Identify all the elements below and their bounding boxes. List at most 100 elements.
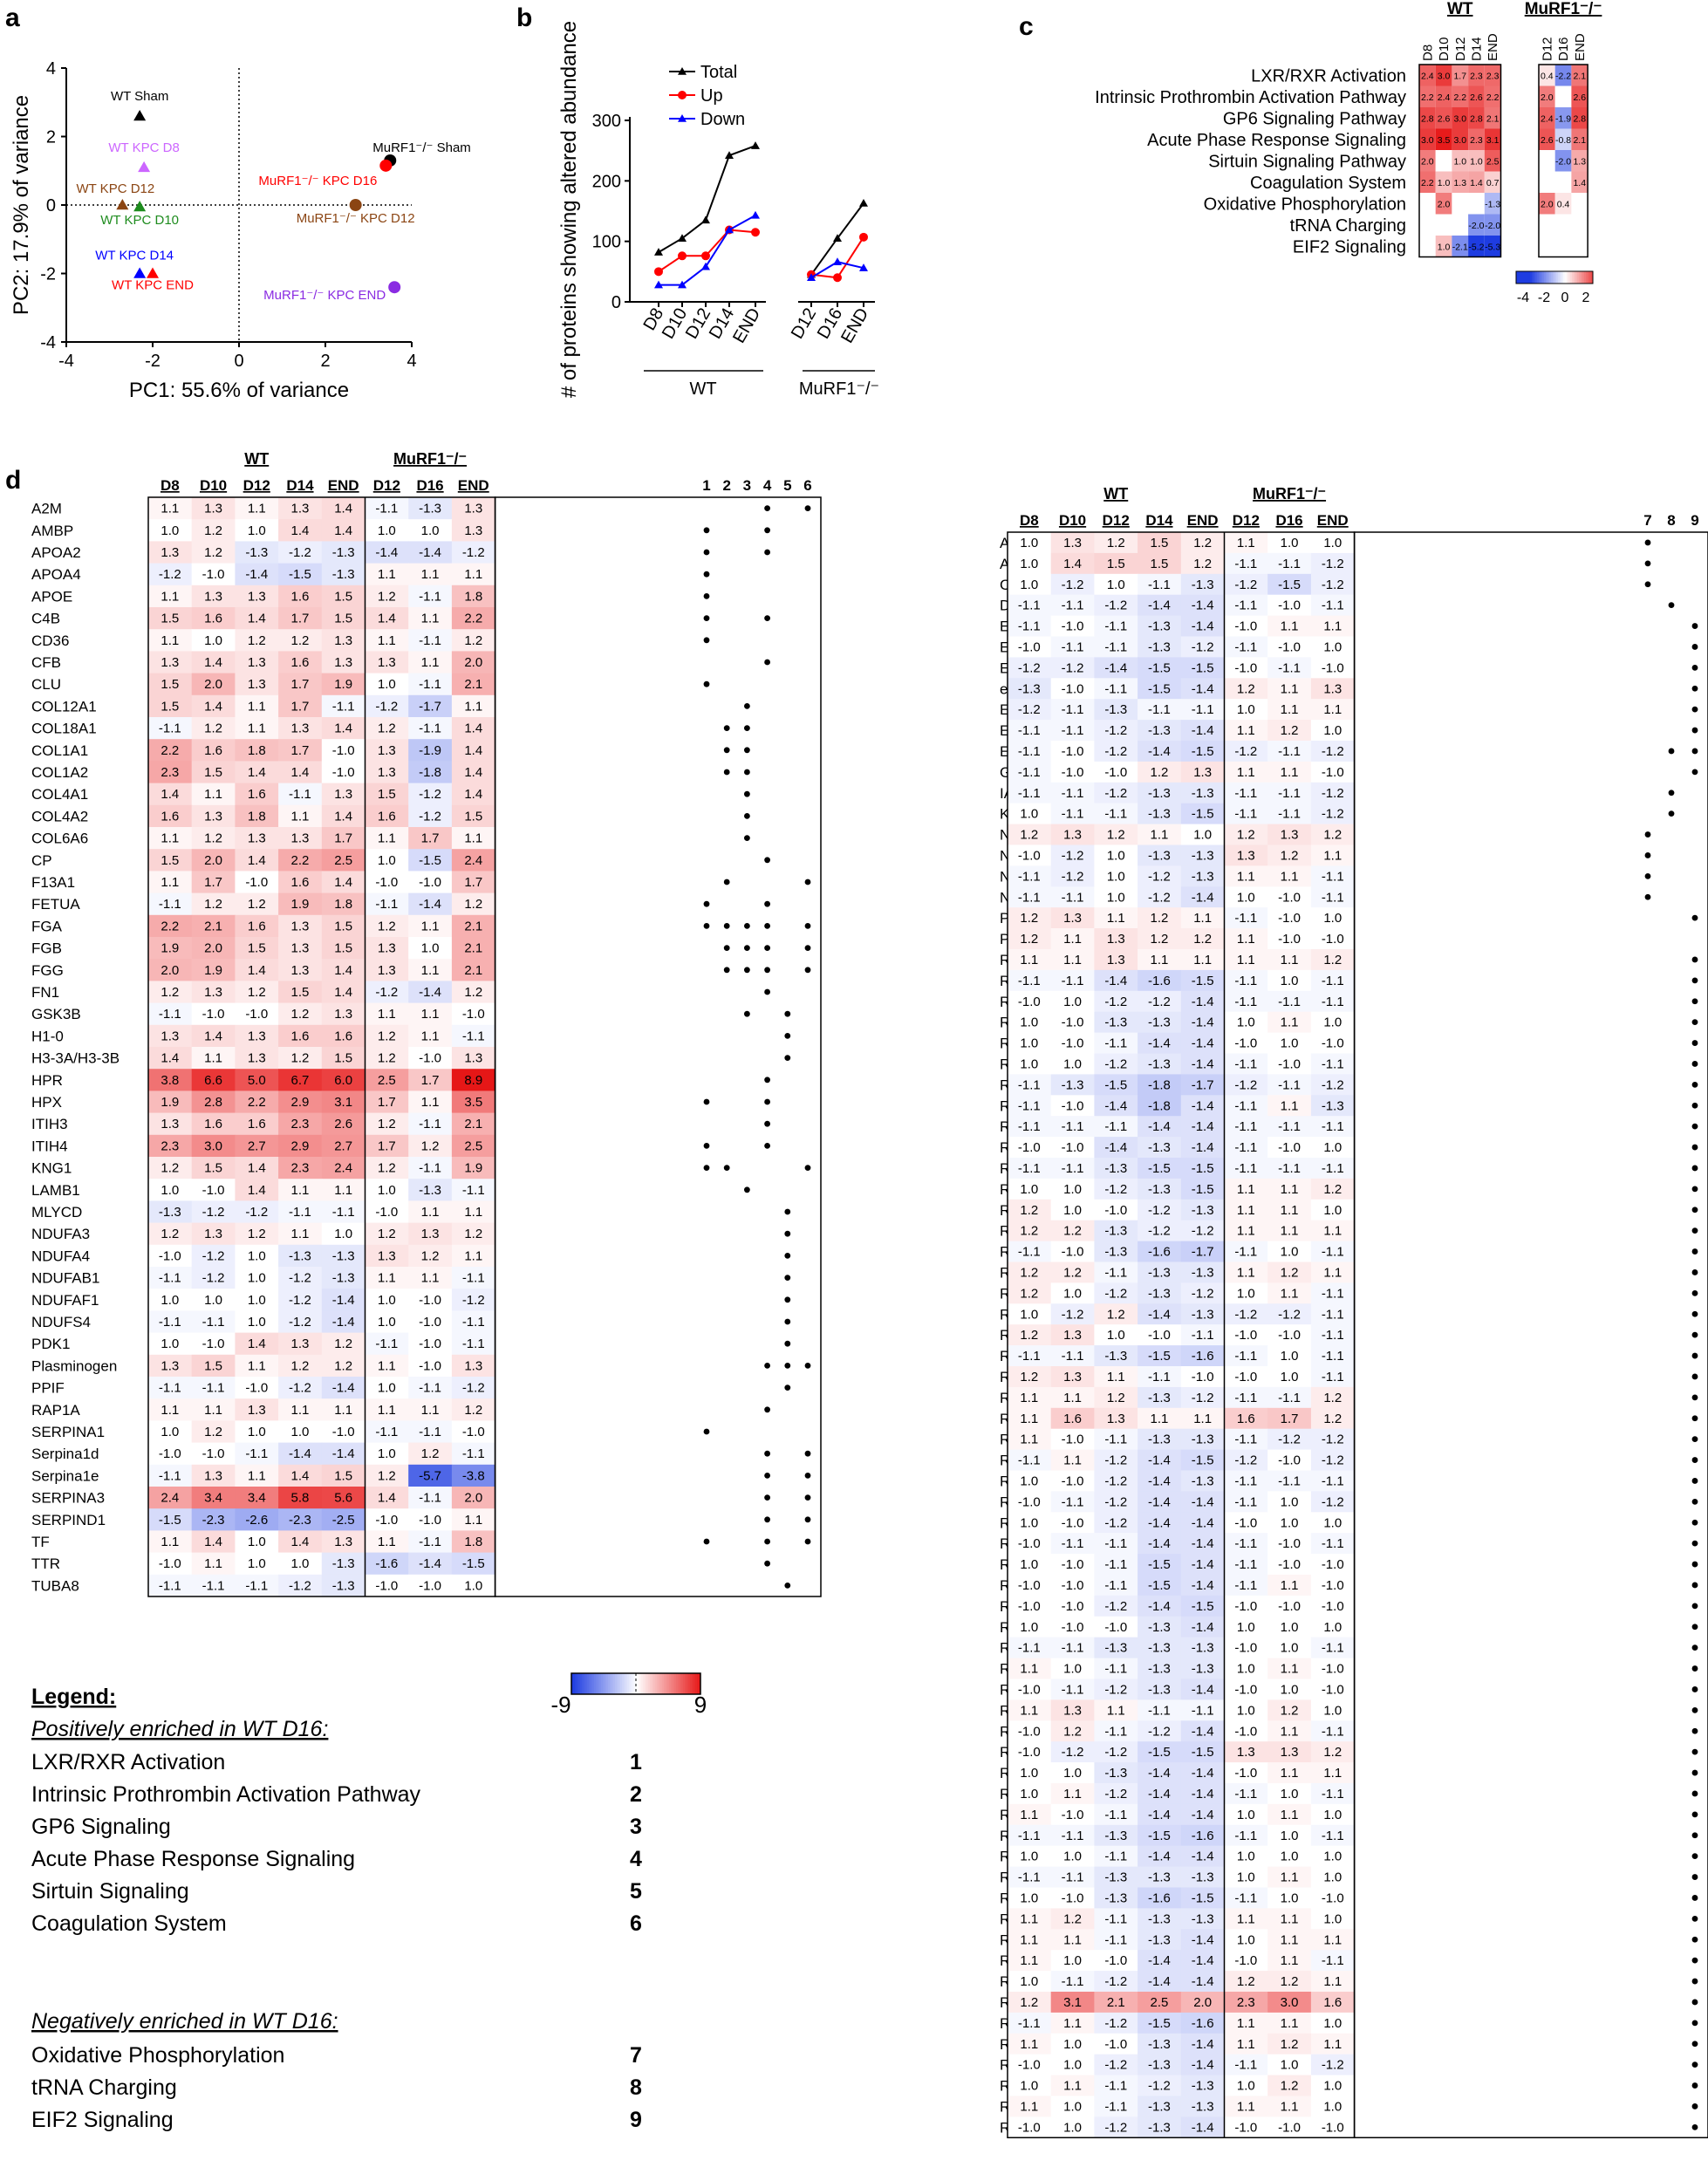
fold-change-value: 1.0 xyxy=(1281,1829,1299,1843)
fold-change-cell xyxy=(1050,2054,1095,2076)
fold-change-cell xyxy=(1310,1011,1356,1034)
fold-change-value: 1.2 xyxy=(1323,828,1342,843)
fold-change-value: -1.3 xyxy=(1148,1620,1171,1635)
fold-change-cell xyxy=(1094,1345,1138,1367)
fold-change-value: -1.2 xyxy=(1322,744,1344,759)
fold-change-value: 1.2 xyxy=(464,897,482,912)
series-point xyxy=(859,232,868,242)
fold-change-value: 1.1 xyxy=(1323,848,1342,863)
fold-change-value: 1.0 xyxy=(161,523,179,538)
fold-change-value: 1.3 xyxy=(161,1029,179,1043)
fold-change-value: -1.2 xyxy=(419,787,441,802)
fold-change-cell xyxy=(1008,1053,1052,1075)
fold-change-cell xyxy=(1094,1699,1138,1721)
protein-name: CFB xyxy=(31,654,61,671)
pathway-dot xyxy=(1691,1269,1698,1275)
fold-change-value: 2.5 xyxy=(378,1073,396,1088)
protein-name: GSK3B xyxy=(31,1006,81,1022)
fold-change-value: -1.3 xyxy=(1192,1265,1214,1280)
legend-pathway-number: 7 xyxy=(630,2043,642,2068)
fold-change-cell xyxy=(321,1222,366,1246)
pathway-dot xyxy=(1691,1248,1698,1255)
fold-change-value: -1.3 xyxy=(1104,702,1127,717)
fold-change-value: 1.8 xyxy=(464,589,482,604)
fold-change-cell xyxy=(408,717,453,740)
fold-change-cell xyxy=(278,563,323,586)
fold-change-cell xyxy=(1138,720,1182,742)
pathway-dot xyxy=(1668,602,1675,609)
fold-change-value: -1.2 xyxy=(1148,890,1171,905)
fold-change-value: -1.3 xyxy=(1104,1829,1127,1843)
heat-cell-value: 2.2 xyxy=(1421,178,1434,188)
scale-tick-label: 2 xyxy=(1582,291,1590,305)
fold-change-value: 1.0 xyxy=(1063,1182,1082,1197)
fold-change-cell xyxy=(1050,969,1095,992)
fold-change-value: 2.3 xyxy=(161,1138,179,1153)
fold-change-value: -1.1 xyxy=(1018,1245,1041,1260)
fold-change-value: -1.0 xyxy=(245,1381,268,1396)
fold-change-value: 6.7 xyxy=(291,1073,310,1088)
fold-change-value: -1.1 xyxy=(159,721,181,736)
fold-change-value: 1.1 xyxy=(1020,1703,1038,1718)
fold-change-cell xyxy=(1267,720,1312,742)
fold-change-value: 1.0 xyxy=(1020,1515,1038,1530)
fold-change-value: 1.1 xyxy=(161,1403,179,1418)
fold-change-cell xyxy=(148,1200,193,1224)
fold-change-cell xyxy=(1138,573,1182,596)
fold-change-cell xyxy=(1138,594,1182,617)
fold-change-value: -1.0 xyxy=(1322,1599,1344,1614)
fold-change-cell xyxy=(408,541,453,564)
fold-change-value: 1.5 xyxy=(204,1161,222,1176)
heat-cell-value: -2.0 xyxy=(1555,156,1571,167)
fold-change-value: -1.2 xyxy=(1104,1787,1127,1802)
scale-segment xyxy=(650,1673,652,1694)
y-tick-label: 300 xyxy=(592,112,621,131)
fold-change-cell xyxy=(191,739,236,762)
fold-change-cell xyxy=(1094,1470,1138,1492)
fold-change-cell xyxy=(1008,1678,1052,1700)
fold-change-value: 1.3 xyxy=(291,721,310,736)
fold-change-cell xyxy=(1008,1074,1052,1096)
fold-change-cell xyxy=(408,629,453,652)
fold-change-value: -1.1 xyxy=(1104,681,1127,696)
fold-change-cell xyxy=(1180,1282,1225,1304)
fold-change-cell xyxy=(1180,1303,1225,1325)
fold-change-value: 1.0 xyxy=(464,1578,482,1593)
fold-change-value: -1.0 xyxy=(1062,1620,1084,1635)
pathway-dot xyxy=(744,835,750,841)
fold-change-cell xyxy=(1094,1178,1138,1200)
legend-pathway-name: Oxidative Phosphorylation xyxy=(31,2043,284,2068)
fold-change-value: 2.1 xyxy=(204,919,222,933)
fold-change-cell xyxy=(235,937,279,960)
fold-change-cell xyxy=(321,541,366,564)
fold-change-value: 1.2 xyxy=(1020,1995,1038,2010)
fold-change-cell xyxy=(1094,886,1138,908)
fold-change-cell xyxy=(451,1200,496,1224)
heat-cell-value: 2.0 xyxy=(1421,156,1434,167)
fold-change-value: -1.0 xyxy=(1234,1599,1257,1614)
fold-change-cell xyxy=(1180,741,1225,762)
fold-change-value: -1.2 xyxy=(1322,1494,1344,1509)
fold-change-value: 1.1 xyxy=(378,1403,396,1418)
fold-change-value: 1.1 xyxy=(421,612,440,626)
fold-change-cell xyxy=(1180,1824,1225,1847)
pathway-dot xyxy=(764,945,770,951)
fold-change-value: 1.0 xyxy=(1063,1286,1082,1301)
fold-change-value: -1.1 xyxy=(1322,1245,1344,1260)
fold-change-cell xyxy=(1310,1783,1356,1805)
y-tick-label: 200 xyxy=(592,172,621,191)
heat-cell xyxy=(1554,171,1572,193)
fold-change-value: -1.3 xyxy=(332,1248,355,1263)
fold-change-cell xyxy=(1267,2116,1312,2138)
fold-change-cell xyxy=(191,1530,236,1554)
pathway-dot xyxy=(744,747,750,754)
protein-name: APOA4 xyxy=(31,566,81,583)
series-point xyxy=(833,273,842,283)
protein-name: F13A1 xyxy=(31,874,75,891)
fold-change-value: 1.2 xyxy=(1281,2079,1299,2094)
protein-name: A2M xyxy=(31,501,62,517)
fold-change-value: 1.2 xyxy=(378,919,396,933)
column-header: D8 xyxy=(161,477,180,494)
fold-change-cell xyxy=(1224,1470,1268,1492)
fold-change-cell xyxy=(1267,1720,1312,1742)
